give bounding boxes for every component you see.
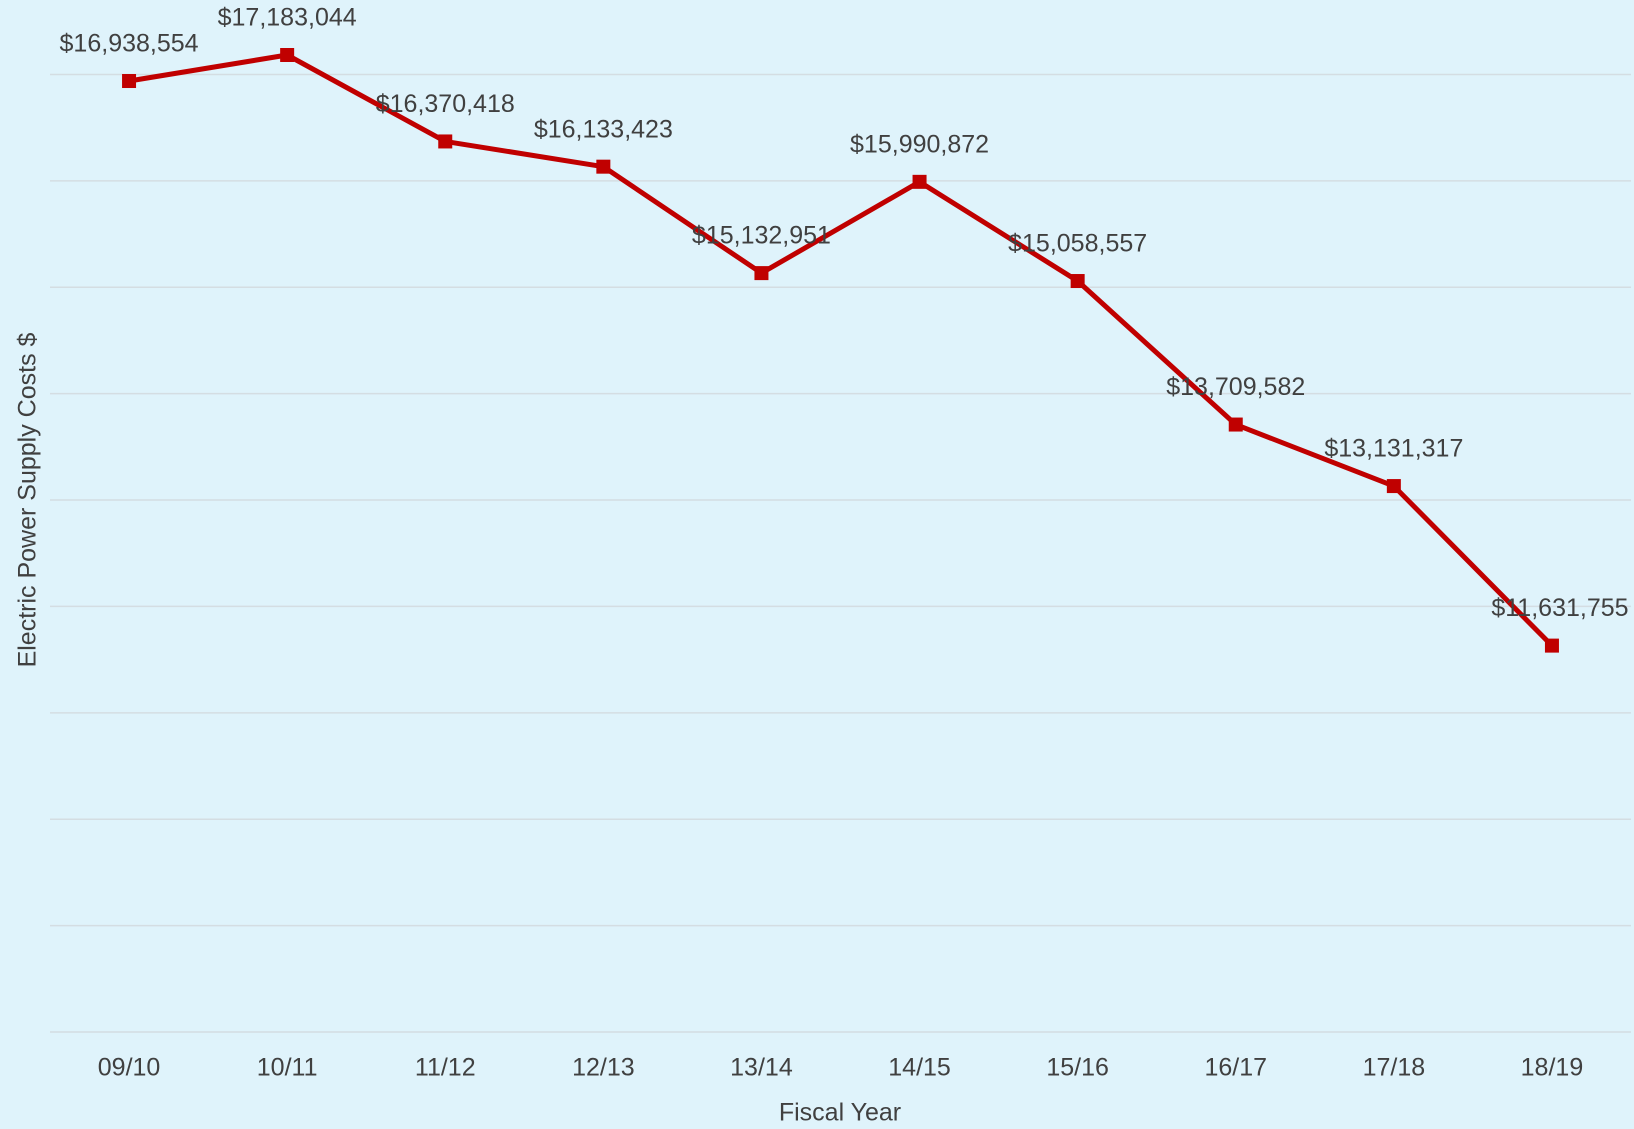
x-tick-label: 18/19 <box>1521 1054 1584 1082</box>
marker <box>122 74 137 89</box>
data-label: $15,058,557 <box>1008 230 1147 258</box>
marker <box>596 159 611 174</box>
x-axis-title: Fiscal Year <box>779 1099 901 1127</box>
data-label: $11,631,755 <box>1491 594 1628 622</box>
marker <box>438 134 453 149</box>
x-tick-label: 13/14 <box>730 1054 793 1082</box>
data-label: $15,132,951 <box>692 222 831 250</box>
x-tick-label: 15/16 <box>1046 1054 1109 1082</box>
marker <box>1386 479 1401 494</box>
x-tick-label: 12/13 <box>572 1054 635 1082</box>
series-line <box>128 52 1554 648</box>
data-label: $16,938,554 <box>60 30 199 58</box>
data-label: $13,709,582 <box>1166 373 1305 401</box>
x-tick-label: 11/12 <box>415 1054 476 1082</box>
x-tick-label: 09/10 <box>98 1054 161 1082</box>
y-axis-title: Electric Power Supply Costs $ <box>14 332 42 667</box>
data-label: $16,133,423 <box>534 115 673 143</box>
data-label: $16,370,418 <box>376 90 515 118</box>
x-tick-label: 14/15 <box>888 1054 951 1082</box>
marker <box>1228 417 1243 432</box>
data-label: $15,990,872 <box>850 130 989 158</box>
marker <box>1544 638 1559 653</box>
data-label: $13,131,317 <box>1324 435 1463 463</box>
marker <box>1070 274 1085 289</box>
marker <box>280 47 295 62</box>
data-label: $17,183,044 <box>218 4 357 32</box>
x-tick-label: 17/18 <box>1363 1054 1426 1082</box>
marker <box>754 266 769 281</box>
marker <box>912 174 927 189</box>
x-tick-label: 16/17 <box>1204 1054 1267 1082</box>
x-tick-label: 10/11 <box>257 1054 318 1082</box>
